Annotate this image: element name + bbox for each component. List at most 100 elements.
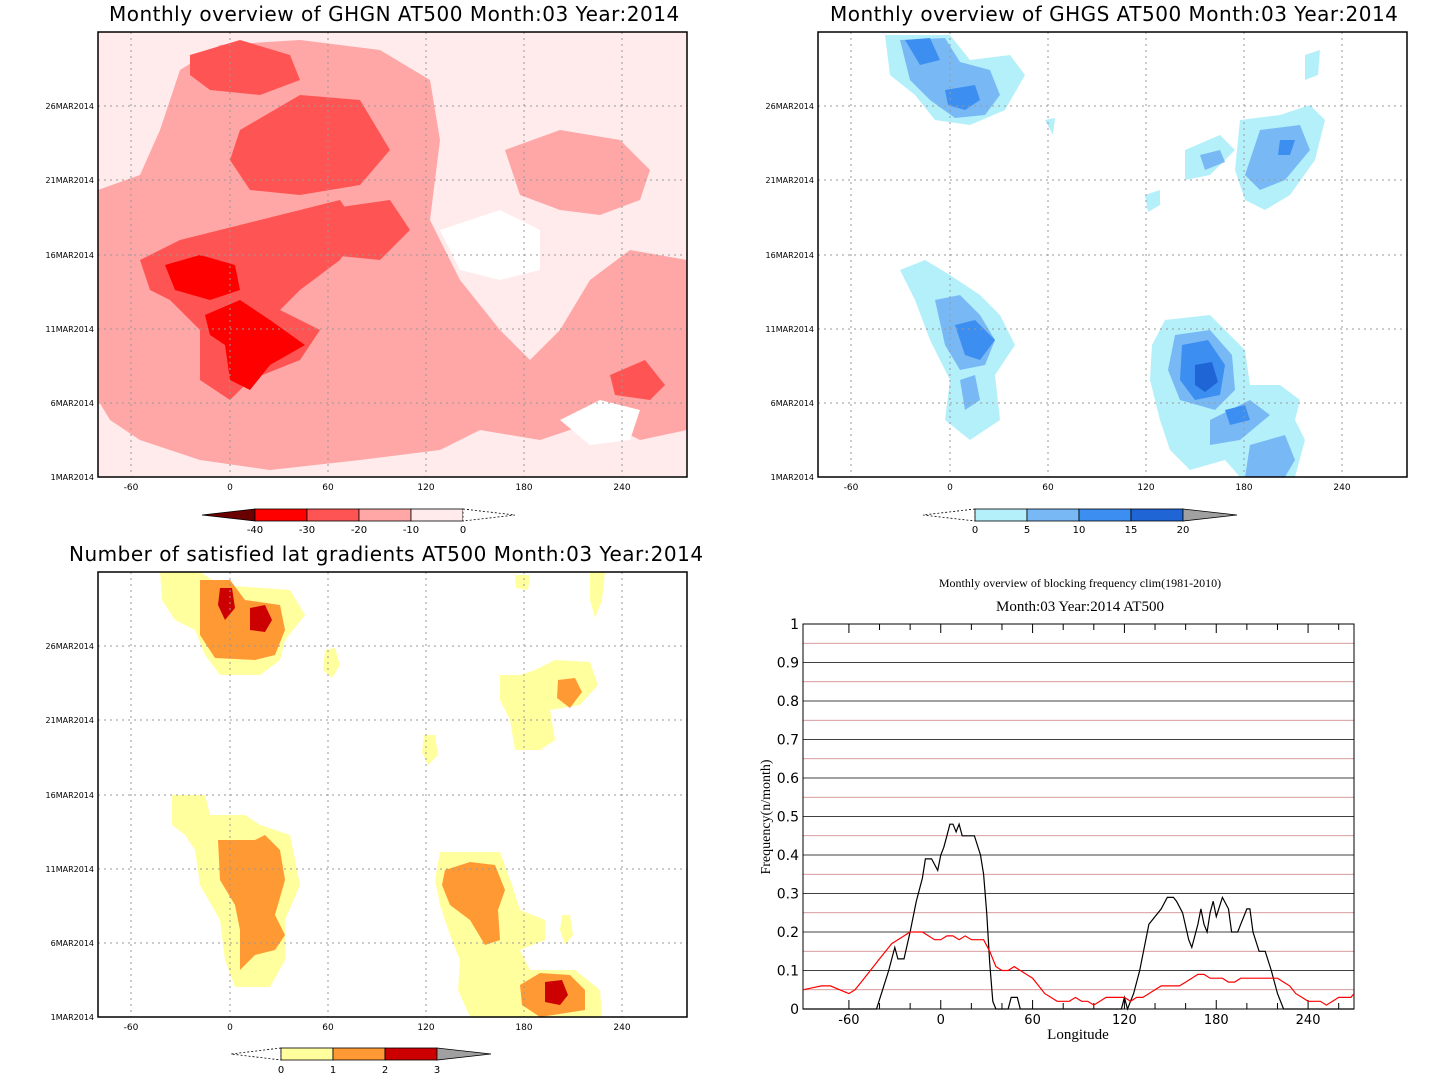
- chart3-ytick: 16MAR2014: [46, 791, 94, 800]
- chart4-blocking-frequency: -60 0 60 120 180 240 0 0.1 0.2 0.3 0.4 0…: [759, 617, 1355, 1043]
- chart3-grid: [98, 572, 687, 1017]
- chart2-ytick: 6MAR2014: [771, 399, 814, 408]
- chart3-xtick: 240: [613, 1023, 630, 1033]
- chart1-colorbar-label: -30: [299, 525, 315, 536]
- chart1-colorbar-label: -10: [403, 525, 419, 536]
- chart2-region-dark-2: [945, 85, 980, 110]
- chart3-region-high: [218, 588, 235, 620]
- chart2-frame: [817, 31, 1408, 478]
- chart3-colorbar-label: 2: [382, 1065, 388, 1076]
- chart1-ghgn: -60 0 60 120 180 240 1MAR2014 6MAR2014 1…: [46, 31, 688, 536]
- chart1-xtick: 240: [613, 483, 630, 493]
- chart2-xtick: 60: [1042, 483, 1054, 493]
- chart3-colorbar: 0 1 2 3: [230, 1047, 492, 1076]
- chart4-title: Monthly overview of blocking frequency c…: [938, 576, 1222, 590]
- chart1-colorbar-swatch: [306, 508, 360, 522]
- chart1-title: Monthly overview of GHGN AT500 Month:03 …: [109, 2, 680, 26]
- chart1-xtick: 60: [322, 483, 334, 493]
- chart2-x-ticks: -60 0 60 120 180 240: [844, 483, 1351, 493]
- chart4-xtick: -60: [838, 1013, 859, 1028]
- chart1-colorbar-swatch: [254, 508, 308, 522]
- chart2-ytick: 16MAR2014: [766, 251, 814, 260]
- chart1-region-white-2: [560, 400, 640, 445]
- chart3-xtick: 120: [417, 1023, 434, 1033]
- chart2-region-darkest: [1195, 362, 1218, 392]
- chart4-grid: [803, 642, 1354, 991]
- chart3-colorbar-label: 3: [434, 1065, 440, 1076]
- chart4-ylabel: Frequency(n/month): [759, 759, 774, 874]
- chart2-y-ticks: 1MAR2014 6MAR2014 11MAR2014 16MAR2014 21…: [766, 102, 814, 482]
- chart3-x-ticks: -60 0 60 120 180 240: [124, 1023, 631, 1033]
- chart2-region-light-6: [1145, 190, 1160, 212]
- chart1-ytick: 26MAR2014: [46, 102, 94, 111]
- chart4-ytick: 0.2: [777, 925, 799, 941]
- chart1-x-ticks: -60 0 60 120 180 240: [124, 483, 631, 493]
- chart3-region-mid-2: [218, 835, 285, 970]
- chart1-ytick: 1MAR2014: [51, 473, 94, 482]
- chart4-ytick: 0.4: [777, 848, 799, 864]
- chart3-xtick: -60: [124, 1023, 139, 1033]
- chart1-colorbar-swatch: [358, 508, 412, 522]
- chart4-tick-marks: [848, 624, 1340, 1009]
- chart2-grid: [818, 32, 1407, 477]
- chart3-lat-gradients: -60 0 60 120 180 240 1MAR2014 6MAR2014 1…: [46, 571, 688, 1076]
- chart4-ytick: 0.9: [777, 656, 799, 672]
- chart3-y-ticks: 1MAR2014 6MAR2014 11MAR2014 16MAR2014 21…: [46, 642, 94, 1022]
- chart2-region-dark-6: [1278, 140, 1295, 155]
- chart1-colorbar-open-end: [462, 508, 516, 522]
- chart4-series: [802, 822, 1355, 1011]
- chart1-grid: [98, 32, 687, 477]
- chart1-region-mid-5: [610, 360, 665, 400]
- chart4-x-ticks: -60 0 60 120 180 240: [838, 1013, 1320, 1028]
- chart3-region-mid-3: [442, 862, 505, 945]
- chart3-colorbar-open-end: [230, 1047, 282, 1061]
- chart3-region-high-2: [250, 605, 272, 632]
- chart1-region-mid: [140, 200, 360, 400]
- chart1-colorbar-label: 0: [460, 525, 466, 536]
- chart2-xtick: 0: [947, 483, 953, 493]
- chart3-colorbar-swatch: [436, 1047, 492, 1061]
- chart3-colorbar-label: 1: [330, 1065, 336, 1076]
- chart4-xtick: 180: [1204, 1013, 1229, 1028]
- chart3-frame: [97, 571, 688, 1018]
- chart1-colorbar-label: -40: [247, 525, 263, 536]
- chart3-ytick: 21MAR2014: [46, 716, 94, 725]
- chart3-title: Number of satisfied lat gradients AT500 …: [69, 542, 704, 566]
- chart2-region-med-7: [960, 375, 980, 410]
- chart2-title: Monthly overview of GHGS AT500 Month:03 …: [830, 2, 1399, 26]
- chart2-colorbar-swatch: [1182, 508, 1238, 522]
- chart4-xlabel: Longitude: [1047, 1027, 1109, 1043]
- chart1-xtick: 120: [417, 483, 434, 493]
- chart4-ytick: 0.6: [777, 771, 799, 787]
- chart4-ytick: 0.8: [777, 694, 799, 710]
- chart1-ytick: 11MAR2014: [46, 325, 94, 334]
- chart3-ytick: 6MAR2014: [51, 939, 94, 948]
- chart2-colorbar-swatch: [1026, 508, 1080, 522]
- chart4-xtick: 60: [1024, 1013, 1041, 1028]
- chart2-colorbar-label: 15: [1125, 525, 1138, 536]
- chart2-colorbar-label: 0: [972, 525, 978, 536]
- chart2-colorbar-swatch: [974, 508, 1028, 522]
- chart3-xtick: 0: [227, 1023, 233, 1033]
- chart1-ytick: 16MAR2014: [46, 251, 94, 260]
- chart4-xtick: 120: [1112, 1013, 1137, 1028]
- chart1-colorbar-swatch: [410, 508, 464, 522]
- chart3-ytick: 1MAR2014: [51, 1013, 94, 1022]
- chart3-region-mid-5: [557, 678, 582, 708]
- chart3-colorbar-swatch: [384, 1047, 438, 1061]
- chart3-ytick: 26MAR2014: [46, 642, 94, 651]
- chart4-xtick: 0: [937, 1013, 945, 1028]
- chart1-region-light-2: [505, 130, 650, 215]
- chart2-region-dark-3: [955, 320, 995, 360]
- chart4-series-line-0: [803, 822, 1354, 1011]
- chart2-colorbar-swatch: [1130, 508, 1184, 522]
- chart1-colorbar-label: -20: [351, 525, 367, 536]
- chart2-colorbar-label: 10: [1073, 525, 1086, 536]
- chart1-region-dark-2: [205, 300, 305, 390]
- chart4-ytick: 0.7: [777, 733, 799, 749]
- chart3-region-low-9: [515, 575, 530, 590]
- chart2-colorbar-open-end: [922, 508, 976, 522]
- chart2-region-med-6: [1245, 435, 1295, 477]
- chart2-ytick: 26MAR2014: [766, 102, 814, 111]
- chart1-colorbar: -40 -30 -20 -10 0: [201, 508, 516, 536]
